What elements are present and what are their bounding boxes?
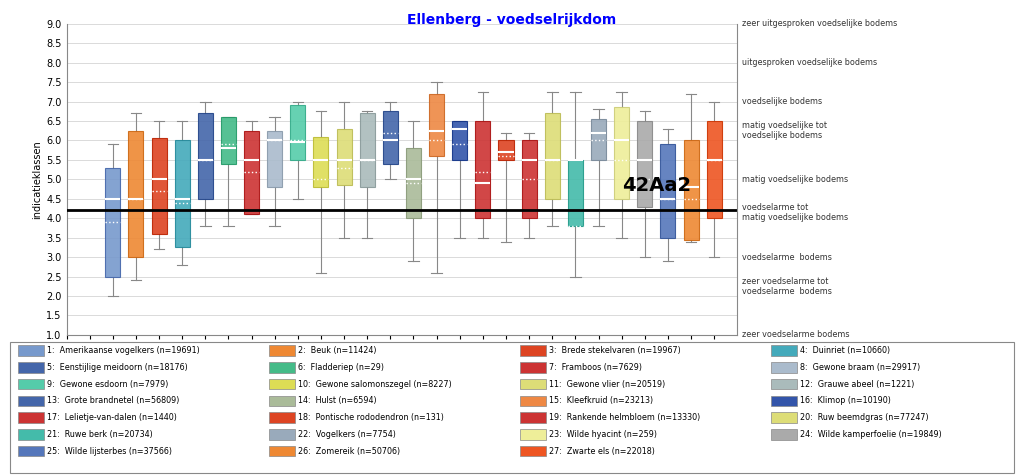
Text: 18:  Pontische rododendron (n=131): 18: Pontische rododendron (n=131): [298, 413, 443, 422]
Bar: [383, 111, 398, 164]
Text: zeer voedselarme tot
voedselarme  bodems: zeer voedselarme tot voedselarme bodems: [742, 276, 833, 296]
Text: 21:  Ruwe berk (n=20734): 21: Ruwe berk (n=20734): [47, 430, 153, 439]
Bar: [568, 160, 583, 226]
Text: zeer voedselarme bodems: zeer voedselarme bodems: [742, 331, 850, 339]
Y-axis label: indicatieklassen: indicatieklassen: [32, 140, 42, 218]
Bar: [453, 121, 467, 160]
Bar: [105, 168, 121, 276]
Bar: [429, 94, 444, 156]
Bar: [707, 121, 722, 218]
Text: 16:  Klimop (n=10190): 16: Klimop (n=10190): [800, 397, 891, 405]
Text: 5:  Eenstijlige meidoorn (n=18176): 5: Eenstijlige meidoorn (n=18176): [47, 363, 187, 372]
Text: 42Aa2: 42Aa2: [622, 176, 691, 195]
Text: 20:  Ruw beemdgras (n=77247): 20: Ruw beemdgras (n=77247): [800, 413, 929, 422]
Bar: [614, 107, 629, 199]
Text: zeer uitgesproken voedselijke bodems: zeer uitgesproken voedselijke bodems: [742, 19, 898, 28]
Text: 22:  Vogelkers (n=7754): 22: Vogelkers (n=7754): [298, 430, 396, 439]
Text: 23:  Wilde hyacint (n=259): 23: Wilde hyacint (n=259): [549, 430, 656, 439]
Text: 14:  Hulst (n=6594): 14: Hulst (n=6594): [298, 397, 377, 405]
Text: uitgesproken voedselijke bodems: uitgesproken voedselijke bodems: [742, 58, 878, 67]
Bar: [221, 117, 236, 164]
Text: 3:  Brede stekelvaren (n=19967): 3: Brede stekelvaren (n=19967): [549, 346, 681, 355]
Text: 8:  Gewone braam (n=29917): 8: Gewone braam (n=29917): [800, 363, 920, 372]
Bar: [545, 113, 560, 199]
Text: matig voedselijke tot
voedselijke bodems: matig voedselijke tot voedselijke bodems: [742, 121, 827, 141]
Text: matig voedselijke bodems: matig voedselijke bodems: [742, 175, 849, 184]
Bar: [475, 121, 490, 218]
Bar: [406, 148, 421, 218]
Bar: [591, 119, 606, 160]
Text: 25:  Wilde lijsterbes (n=37566): 25: Wilde lijsterbes (n=37566): [47, 447, 172, 456]
Bar: [359, 113, 375, 187]
Text: 4:  Duinriet (n=10660): 4: Duinriet (n=10660): [800, 346, 890, 355]
Bar: [660, 144, 676, 238]
Text: 7:  Framboos (n=7629): 7: Framboos (n=7629): [549, 363, 642, 372]
Text: 13:  Grote brandnetel (n=56809): 13: Grote brandnetel (n=56809): [47, 397, 179, 405]
Text: 19:  Rankende helmbloem (n=13330): 19: Rankende helmbloem (n=13330): [549, 413, 700, 422]
Bar: [128, 131, 143, 257]
Bar: [337, 129, 351, 185]
Bar: [291, 105, 305, 160]
Bar: [499, 141, 513, 160]
Text: 2:  Beuk (n=11424): 2: Beuk (n=11424): [298, 346, 377, 355]
Text: 15:  Kleefkruid (n=23213): 15: Kleefkruid (n=23213): [549, 397, 653, 405]
Bar: [198, 113, 213, 199]
Text: 12:  Grauwe abeel (n=1221): 12: Grauwe abeel (n=1221): [800, 380, 914, 389]
Text: 9:  Gewone esdoorn (n=7979): 9: Gewone esdoorn (n=7979): [47, 380, 169, 389]
Bar: [152, 139, 167, 234]
Bar: [244, 131, 259, 214]
Bar: [313, 136, 329, 187]
Bar: [683, 141, 698, 239]
Text: 17:  Lelietje-van-dalen (n=1440): 17: Lelietje-van-dalen (n=1440): [47, 413, 177, 422]
Text: 1:  Amerikaanse vogelkers (n=19691): 1: Amerikaanse vogelkers (n=19691): [47, 346, 200, 355]
Text: voedselarme  bodems: voedselarme bodems: [742, 253, 833, 262]
Bar: [267, 131, 283, 187]
Text: 26:  Zomereik (n=50706): 26: Zomereik (n=50706): [298, 447, 400, 456]
Text: voedselijke bodems: voedselijke bodems: [742, 97, 822, 106]
Text: 24:  Wilde kamperfoelie (n=19849): 24: Wilde kamperfoelie (n=19849): [800, 430, 941, 439]
Text: 11:  Gewone vlier (n=20519): 11: Gewone vlier (n=20519): [549, 380, 666, 389]
Bar: [637, 121, 652, 207]
Text: voedselarme tot
matig voedselijke bodems: voedselarme tot matig voedselijke bodems: [742, 203, 849, 222]
Bar: [175, 141, 189, 247]
Text: 6:  Fladderiep (n=29): 6: Fladderiep (n=29): [298, 363, 384, 372]
Text: 27:  Zwarte els (n=22018): 27: Zwarte els (n=22018): [549, 447, 654, 456]
Bar: [521, 141, 537, 218]
Text: 10:  Gewone salomonszegel (n=8227): 10: Gewone salomonszegel (n=8227): [298, 380, 452, 389]
Text: Ellenberg - voedselrijkdom: Ellenberg - voedselrijkdom: [408, 13, 616, 27]
